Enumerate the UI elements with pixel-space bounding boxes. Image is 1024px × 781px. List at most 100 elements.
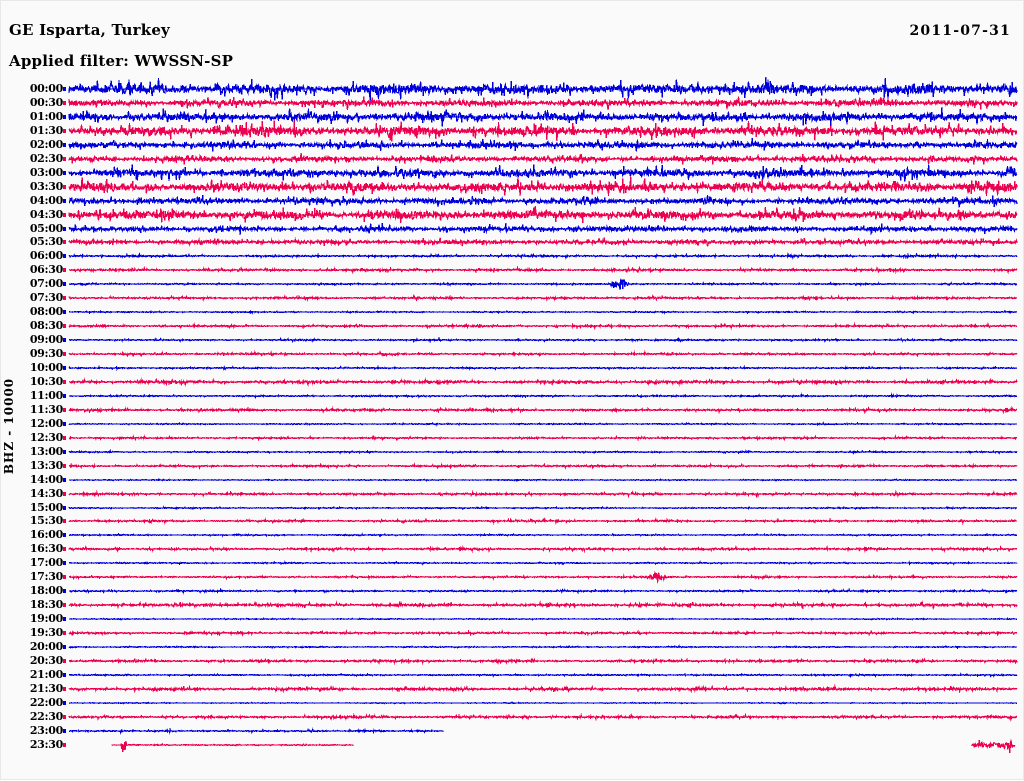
- trace-row: 23:00: [1, 724, 1024, 738]
- trace-time-label: 15:00: [29, 500, 63, 514]
- seismic-trace: [68, 726, 444, 735]
- trace-waveform-path: [68, 448, 1018, 455]
- seismic-trace: [68, 252, 1018, 261]
- seismic-trace: [68, 120, 1018, 142]
- trace-row: 21:30: [1, 682, 1024, 696]
- trace-start-tick: [63, 226, 66, 231]
- trace-start-tick: [63, 631, 66, 636]
- trace-time-label: 13:30: [29, 458, 63, 472]
- trace-time-label: 07:00: [29, 277, 63, 291]
- trace-waveform-path: [68, 461, 1018, 470]
- trace-start-tick: [63, 658, 66, 663]
- trace-waveform-path: [68, 120, 1018, 142]
- trace-row: 19:00: [1, 612, 1024, 626]
- trace-time-label: 10:30: [29, 374, 63, 388]
- trace-time-label: 23:30: [29, 737, 63, 751]
- seismic-trace: [68, 392, 1018, 399]
- trace-start-tick: [63, 547, 66, 552]
- trace-waveform-path: [68, 532, 1018, 538]
- trace-start-tick: [63, 87, 66, 91]
- trace-time-label: 19:00: [29, 612, 63, 626]
- trace-row: 06:00: [1, 249, 1024, 263]
- trace-start-tick: [63, 645, 66, 649]
- trace-time-label: 02:30: [29, 151, 63, 165]
- trace-time-label: 18:30: [29, 598, 63, 612]
- trace-waveform-path: [68, 701, 1018, 705]
- trace-time-label: 09:30: [29, 347, 63, 361]
- trace-start-tick: [63, 212, 66, 217]
- trace-waveform-path: [68, 163, 1018, 182]
- trace-row: 11:00: [1, 389, 1024, 403]
- trace-row: 22:30: [1, 710, 1024, 724]
- trace-waveform-path: [68, 364, 1018, 372]
- trace-start-tick: [63, 393, 66, 398]
- trace-time-label: 22:30: [29, 709, 63, 723]
- trace-start-tick: [63, 170, 66, 175]
- trace-start-tick: [63, 240, 66, 245]
- seismic-trace: [68, 278, 1018, 291]
- seismic-trace: [68, 672, 1018, 679]
- seismic-trace: [68, 293, 1018, 303]
- seismic-trace: [68, 364, 1018, 372]
- trace-row: 14:30: [1, 487, 1024, 501]
- trace-time-label: 05:30: [29, 235, 63, 249]
- trace-time-label: 05:00: [29, 221, 63, 235]
- trace-waveform-path: [68, 517, 1018, 526]
- trace-time-label: 11:00: [29, 388, 63, 402]
- trace-waveform-path: [68, 322, 1018, 331]
- trace-time-label: 03:30: [29, 179, 63, 193]
- trace-row: 03:30: [1, 175, 1024, 196]
- trace-row: 00:30: [1, 96, 1024, 110]
- trace-start-tick: [63, 254, 66, 259]
- trace-time-label: 14:30: [29, 486, 63, 500]
- trace-row: 20:30: [1, 654, 1024, 668]
- seismic-trace: [68, 152, 1018, 165]
- trace-start-tick: [63, 603, 66, 608]
- seismic-trace: [68, 76, 1018, 102]
- trace-time-label: 14:00: [29, 472, 63, 486]
- trace-waveform-path: [68, 712, 1018, 722]
- trace-time-label: 09:00: [29, 333, 63, 347]
- trace-time-label: 08:00: [29, 305, 63, 319]
- trace-waveform-path: [68, 237, 1018, 248]
- trace-row: 12:00: [1, 417, 1024, 431]
- seismic-trace: [68, 175, 1018, 196]
- trace-row: 01:30: [1, 120, 1024, 142]
- trace-waveform-path: [68, 405, 1018, 415]
- trace-waveform-path: [68, 252, 1018, 261]
- seismic-trace: [68, 657, 1018, 666]
- trace-start-tick: [63, 742, 66, 747]
- trace-start-tick: [63, 463, 66, 468]
- trace-start-tick: [63, 184, 66, 189]
- trace-start-tick: [63, 310, 66, 315]
- trace-start-tick: [63, 686, 66, 691]
- trace-waveform-path: [68, 107, 1018, 127]
- seismic-trace: [68, 712, 1018, 722]
- applied-filter-label: Applied filter: WWSSN-SP: [9, 52, 234, 70]
- seismic-trace: [68, 461, 1018, 470]
- trace-row: 17:30: [1, 570, 1024, 585]
- trace-waveform-path: [68, 278, 1018, 291]
- seismic-trace: [68, 194, 1018, 208]
- seismic-trace: [68, 489, 1018, 498]
- seismic-trace: [68, 517, 1018, 526]
- trace-start-tick: [63, 519, 66, 524]
- seismic-trace: [68, 107, 1018, 127]
- trace-start-tick: [63, 700, 66, 705]
- trace-start-tick: [63, 407, 66, 412]
- trace-time-label: 07:30: [29, 291, 63, 305]
- trace-row: 12:30: [1, 431, 1024, 445]
- trace-row: 15:00: [1, 501, 1024, 515]
- seismic-trace: [68, 96, 1018, 110]
- trace-start-tick: [63, 533, 66, 538]
- trace-start-tick: [63, 338, 66, 343]
- seismic-trace: [68, 137, 1018, 152]
- seismic-trace: [68, 617, 1018, 621]
- trace-start-tick: [63, 142, 66, 147]
- seismic-trace: [68, 421, 1018, 427]
- trace-waveform-path: [68, 76, 1018, 102]
- trace-start-tick: [63, 282, 66, 287]
- trace-time-label: 16:30: [29, 542, 63, 556]
- trace-time-label: 15:30: [29, 514, 63, 528]
- trace-waveform-path: [68, 421, 1018, 427]
